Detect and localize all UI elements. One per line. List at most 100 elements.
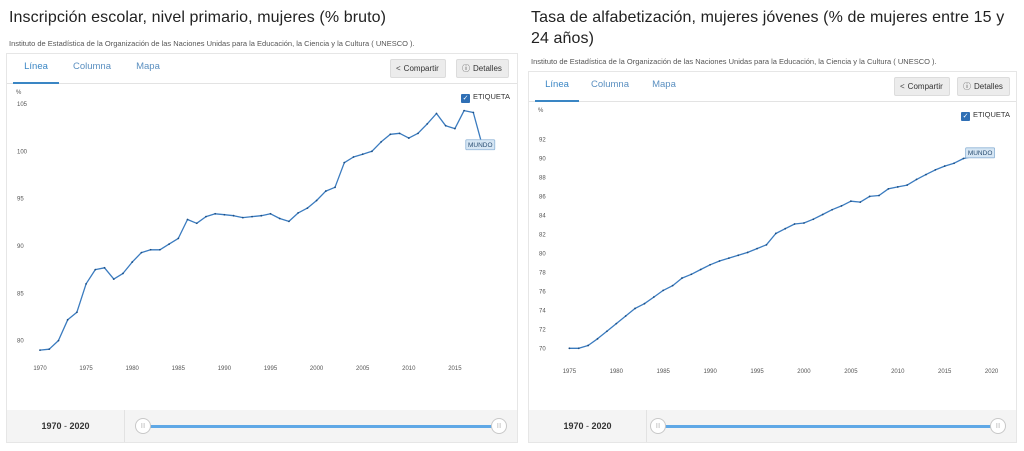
series-label-box — [465, 139, 496, 151]
y-tick-label: 105 — [17, 102, 28, 108]
data-point — [746, 251, 749, 254]
x-tick-label: 2010 — [891, 369, 905, 375]
x-tick-label: 1980 — [126, 366, 140, 372]
data-point — [186, 218, 189, 221]
data-point — [643, 302, 646, 305]
x-tick-label: 1995 — [264, 366, 278, 372]
legend-toggle[interactable]: ✓ ETIQUETA — [461, 92, 510, 103]
tab-column[interactable]: Columna — [72, 61, 112, 72]
details-button[interactable]: ⓘ Detalles — [456, 59, 509, 78]
range-end: 2020 — [591, 421, 612, 431]
data-point — [671, 284, 674, 287]
data-point — [94, 268, 97, 271]
y-tick-label: 92 — [539, 137, 546, 143]
range-start-handle[interactable]: ||| — [135, 418, 151, 434]
x-tick-label: 2015 — [938, 369, 952, 375]
y-tick-label: 76 — [539, 289, 546, 295]
data-point — [765, 243, 768, 246]
range-end-handle[interactable]: ||| — [491, 418, 507, 434]
data-point — [361, 153, 364, 156]
data-point — [878, 194, 880, 197]
line-chart: % 80 85 90 95 100 105 1970 1975 1980 1985 1990 1995 2… — [16, 90, 496, 372]
data-point — [849, 200, 852, 203]
y-tick-label: 85 — [17, 291, 24, 297]
range-slider-track[interactable] — [144, 425, 500, 428]
data-point — [812, 218, 815, 221]
range-footer: 1970 - 2020 ||| ||| — [529, 410, 1016, 442]
data-point — [57, 339, 60, 342]
x-tick-label: 2000 — [310, 366, 324, 372]
data-point — [251, 215, 253, 218]
details-button[interactable]: ⓘ Detalles — [957, 77, 1010, 96]
range-end-handle[interactable]: ||| — [990, 418, 1006, 434]
info-icon: ⓘ — [462, 64, 470, 73]
data-point — [103, 266, 106, 269]
data-point — [278, 217, 281, 220]
y-tick-label: 78 — [539, 270, 546, 276]
data-point — [297, 211, 300, 214]
data-point — [943, 165, 946, 167]
data-point — [756, 247, 758, 250]
data-point — [718, 260, 721, 262]
data-point — [587, 344, 590, 347]
tab-line[interactable]: Línea — [535, 72, 579, 102]
data-point — [149, 248, 152, 251]
tab-column[interactable]: Columna — [590, 79, 630, 90]
y-tick-label: 72 — [539, 327, 546, 333]
info-icon: ⓘ — [963, 82, 971, 91]
data-point — [934, 168, 937, 171]
tab-map[interactable]: Mapa — [136, 61, 160, 72]
legend-toggle[interactable]: ✓ ETIQUETA — [961, 110, 1010, 121]
tab-line[interactable]: Línea — [13, 54, 59, 84]
data-point — [887, 187, 890, 190]
data-point — [380, 140, 383, 143]
data-point — [195, 222, 198, 225]
data-point — [662, 289, 665, 292]
data-point — [896, 186, 899, 188]
x-tick-label: 2010 — [402, 366, 416, 372]
range-label: 1970 - 2020 — [529, 410, 647, 442]
y-tick-label: 95 — [17, 197, 24, 203]
data-point — [915, 178, 918, 181]
share-button[interactable]: < Compartir — [390, 59, 446, 78]
checkbox-icon: ✓ — [961, 112, 970, 121]
range-label: 1970 - 2020 — [7, 410, 125, 442]
data-point — [223, 213, 226, 216]
y-tick-label: 86 — [539, 194, 546, 200]
series-label: MUNDO — [968, 150, 993, 157]
data-point — [214, 212, 217, 215]
data-point — [343, 161, 346, 164]
data-point — [306, 207, 309, 210]
data-point — [472, 111, 475, 114]
data-point — [39, 349, 41, 352]
range-separator: - — [61, 421, 70, 431]
x-tick-label: 1980 — [610, 369, 624, 375]
series-line — [569, 151, 992, 349]
data-point — [615, 322, 618, 325]
range-slider-track[interactable] — [659, 425, 999, 428]
y-axis-unit: % — [16, 90, 22, 96]
tab-map[interactable]: Mapa — [652, 79, 676, 90]
data-point — [784, 227, 787, 230]
data-point — [85, 282, 87, 285]
data-point — [66, 318, 69, 321]
y-tick-label: 70 — [539, 346, 546, 352]
data-point — [681, 277, 683, 279]
data-point — [568, 347, 571, 350]
data-point — [727, 257, 730, 260]
data-point — [371, 150, 373, 153]
chart-title: Inscripción escolar, nivel primario, muj… — [9, 9, 387, 26]
data-point — [906, 184, 909, 186]
data-point — [417, 132, 419, 135]
range-start-handle[interactable]: ||| — [650, 418, 666, 434]
chart-source: Instituto de Estadística de la Organizac… — [9, 39, 415, 48]
data-point — [606, 330, 608, 333]
x-tick-label: 1995 — [750, 369, 764, 375]
data-point — [324, 190, 327, 192]
chart-source: Instituto de Estadística de la Organizac… — [531, 57, 937, 66]
plot-area: ✓ ETIQUETA % 80 85 90 95 100 105 1970 1975 1980 198… — [7, 84, 517, 410]
y-axis-unit: % — [538, 108, 544, 114]
x-tick-label: 2000 — [797, 369, 811, 375]
share-button[interactable]: < Compartir — [894, 77, 950, 96]
data-point — [232, 214, 235, 217]
